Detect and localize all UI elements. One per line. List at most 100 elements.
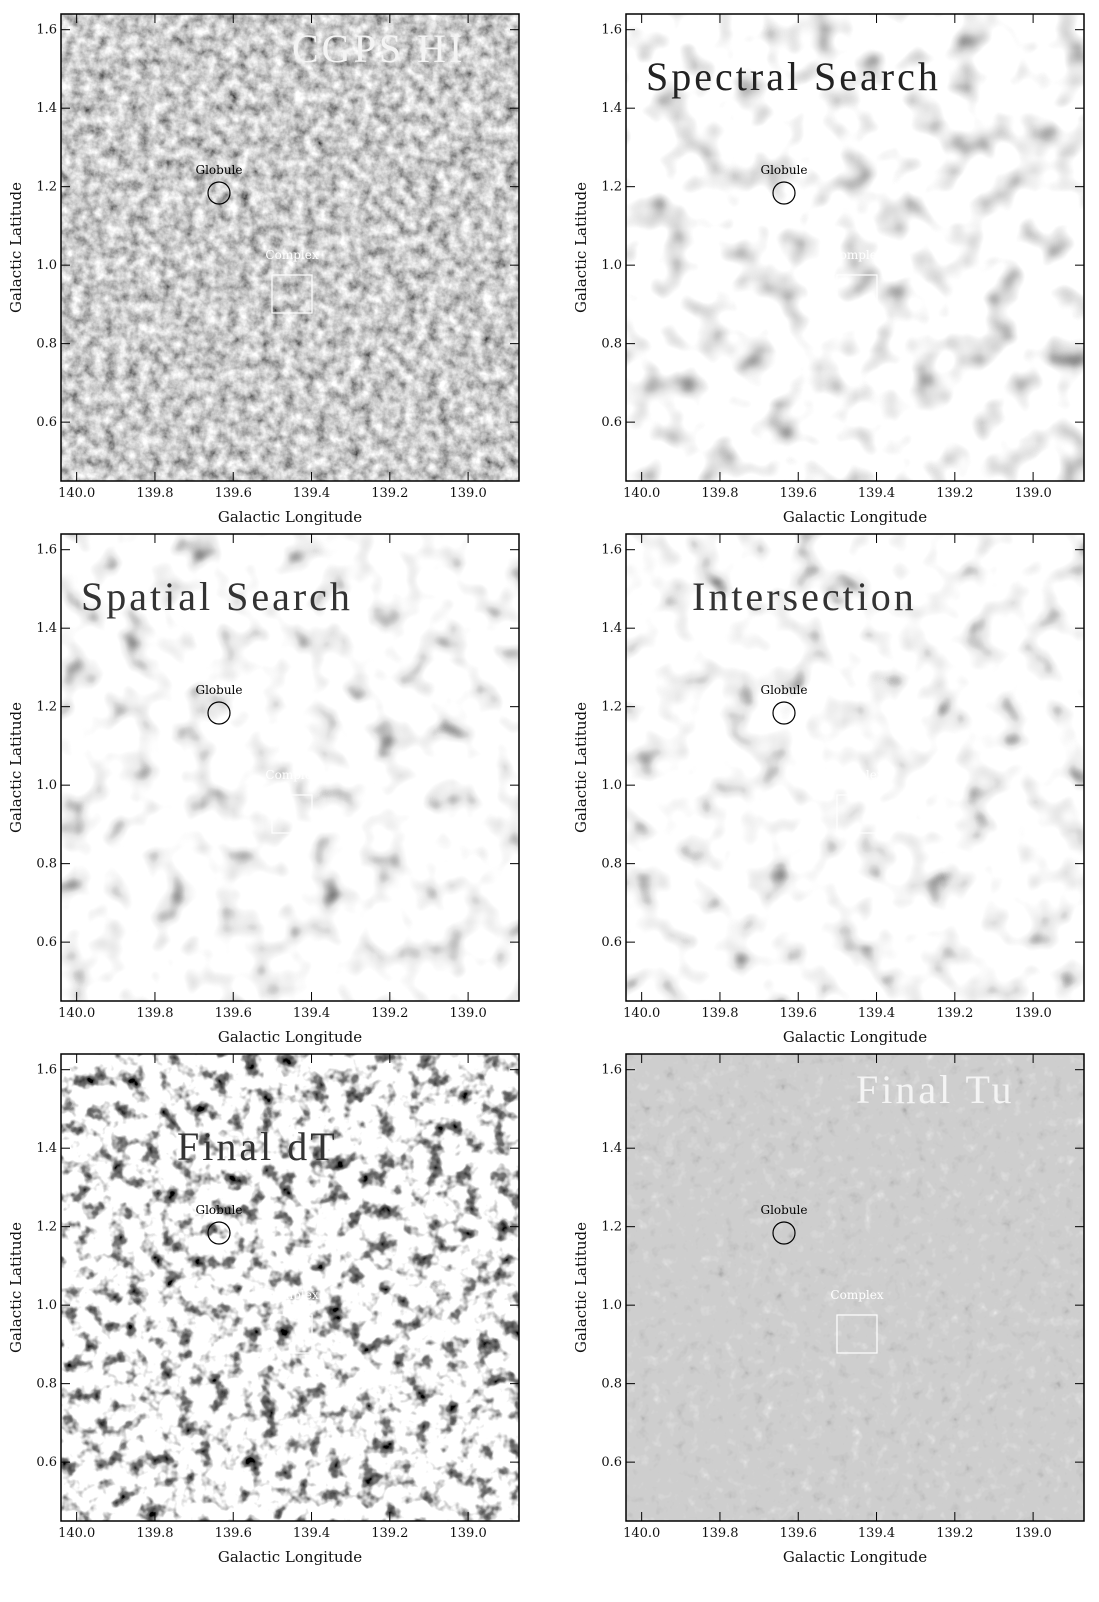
panel: Intersection Globule Complex 140.0 139.8 139.… bbox=[572, 533, 1085, 1046]
y-tick-label: 0.6 bbox=[36, 1455, 57, 1470]
y-tick-label: 1.4 bbox=[601, 1141, 622, 1156]
globule-marker bbox=[207, 181, 231, 205]
y-tick-label: 1.4 bbox=[601, 101, 622, 116]
y-tick-label: 1.2 bbox=[601, 180, 622, 195]
y-tick-label: 1.6 bbox=[601, 543, 622, 558]
x-axis-label: Galactic Longitude bbox=[218, 1548, 362, 1566]
x-tick-label: 139.8 bbox=[136, 1006, 173, 1021]
y-tick-label: 0.8 bbox=[36, 857, 57, 872]
y-tick-label: 1.2 bbox=[601, 1220, 622, 1235]
x-tick-label: 139.8 bbox=[701, 1006, 738, 1021]
globule-label: Globule bbox=[761, 163, 808, 177]
y-tick-label: 1.0 bbox=[601, 1298, 622, 1313]
x-tick-label: 139.8 bbox=[701, 486, 738, 501]
map-image bbox=[61, 14, 519, 481]
map-image bbox=[626, 534, 1084, 1001]
axes-frame bbox=[625, 13, 1085, 482]
y-tick-label: 0.6 bbox=[601, 1455, 622, 1470]
x-tick-label: 139.2 bbox=[371, 1006, 408, 1021]
y-tick-label: 0.6 bbox=[36, 935, 57, 950]
y-tick-label: 0.6 bbox=[601, 415, 622, 430]
y-tick-label: 1.4 bbox=[601, 621, 622, 636]
x-tick-label: 139.6 bbox=[780, 1006, 817, 1021]
map-image bbox=[626, 14, 1084, 481]
x-tick-label: 139.0 bbox=[450, 1526, 487, 1541]
complex-label: Complex bbox=[830, 1288, 883, 1302]
y-tick-label: 1.6 bbox=[601, 1063, 622, 1078]
panel-title: CGPS HI bbox=[292, 26, 465, 71]
complex-label: Complex bbox=[265, 768, 318, 782]
x-tick-label: 139.4 bbox=[858, 486, 895, 501]
y-tick-label: 1.6 bbox=[36, 1063, 57, 1078]
axes-frame bbox=[60, 533, 520, 1002]
axes-frame bbox=[60, 1053, 520, 1522]
y-tick-label: 0.8 bbox=[36, 337, 57, 352]
x-tick-label: 139.4 bbox=[293, 1526, 330, 1541]
globule-label: Globule bbox=[761, 1203, 808, 1217]
axes-frame bbox=[625, 533, 1085, 1002]
y-tick-label: 1.0 bbox=[601, 778, 622, 793]
x-tick-label: 139.4 bbox=[858, 1526, 895, 1541]
x-tick-label: 139.0 bbox=[1015, 1526, 1052, 1541]
x-tick-label: 139.2 bbox=[371, 486, 408, 501]
globule-label: Globule bbox=[196, 683, 243, 697]
y-tick-label: 1.6 bbox=[36, 23, 57, 38]
complex-box bbox=[836, 274, 878, 314]
y-tick-label: 0.8 bbox=[36, 1377, 57, 1392]
x-tick-label: 140.0 bbox=[623, 1526, 660, 1541]
panel: Spectral Search Globule Complex 140.0 139.8 1… bbox=[572, 13, 1085, 526]
complex-box bbox=[271, 274, 313, 314]
axes-frame bbox=[60, 13, 520, 482]
x-tick-label: 139.6 bbox=[780, 486, 817, 501]
y-tick-label: 1.6 bbox=[601, 23, 622, 38]
x-tick-label: 139.4 bbox=[858, 1006, 895, 1021]
x-tick-label: 139.6 bbox=[215, 486, 252, 501]
panel-title: Spatial Search bbox=[81, 574, 353, 619]
globule-marker bbox=[772, 1221, 796, 1245]
y-tick-label: 1.0 bbox=[601, 258, 622, 273]
x-tick-label: 139.4 bbox=[293, 486, 330, 501]
y-tick-label: 0.6 bbox=[36, 415, 57, 430]
y-axis-label: Galactic Latitude bbox=[7, 702, 25, 833]
complex-box bbox=[836, 794, 878, 834]
y-tick-label: 1.0 bbox=[36, 1298, 57, 1313]
y-tick-label: 0.8 bbox=[601, 857, 622, 872]
panel: Final dT Globule Complex 140.0 139.8 139.6 139… bbox=[7, 1053, 520, 1566]
x-tick-label: 139.0 bbox=[450, 486, 487, 501]
x-tick-label: 139.8 bbox=[136, 486, 173, 501]
y-axis-label: Galactic Latitude bbox=[572, 702, 590, 833]
x-axis-label: Galactic Longitude bbox=[218, 508, 362, 526]
x-tick-label: 139.2 bbox=[936, 486, 973, 501]
axes-frame bbox=[625, 1053, 1085, 1522]
panel-title: Spectral Search bbox=[646, 54, 941, 99]
x-axis-label: Galactic Longitude bbox=[783, 1548, 927, 1566]
x-tick-label: 139.6 bbox=[215, 1526, 252, 1541]
complex-box bbox=[271, 794, 313, 834]
globule-marker bbox=[207, 701, 231, 725]
y-tick-label: 1.6 bbox=[36, 543, 57, 558]
y-tick-label: 1.4 bbox=[36, 1141, 57, 1156]
x-tick-label: 140.0 bbox=[623, 1006, 660, 1021]
y-tick-label: 1.0 bbox=[36, 258, 57, 273]
globule-marker bbox=[772, 701, 796, 725]
y-tick-label: 0.8 bbox=[601, 337, 622, 352]
x-tick-label: 140.0 bbox=[623, 486, 660, 501]
x-axis-label: Galactic Longitude bbox=[218, 1028, 362, 1046]
map-image bbox=[61, 534, 519, 1001]
x-tick-label: 139.0 bbox=[1015, 486, 1052, 501]
x-tick-label: 140.0 bbox=[58, 1526, 95, 1541]
x-tick-label: 139.2 bbox=[936, 1006, 973, 1021]
panel-title: Final dT bbox=[177, 1124, 338, 1169]
complex-label: Complex bbox=[265, 1288, 318, 1302]
y-tick-label: 0.8 bbox=[601, 1377, 622, 1392]
complex-label: Complex bbox=[830, 768, 883, 782]
y-tick-label: 1.4 bbox=[36, 621, 57, 636]
y-tick-label: 1.4 bbox=[36, 101, 57, 116]
x-tick-label: 139.2 bbox=[371, 1526, 408, 1541]
complex-label: Complex bbox=[830, 248, 883, 262]
y-axis-label: Galactic Latitude bbox=[572, 1222, 590, 1353]
x-tick-label: 139.8 bbox=[136, 1526, 173, 1541]
map-image bbox=[61, 1054, 519, 1521]
x-tick-label: 139.0 bbox=[450, 1006, 487, 1021]
map-image bbox=[626, 1054, 1084, 1521]
